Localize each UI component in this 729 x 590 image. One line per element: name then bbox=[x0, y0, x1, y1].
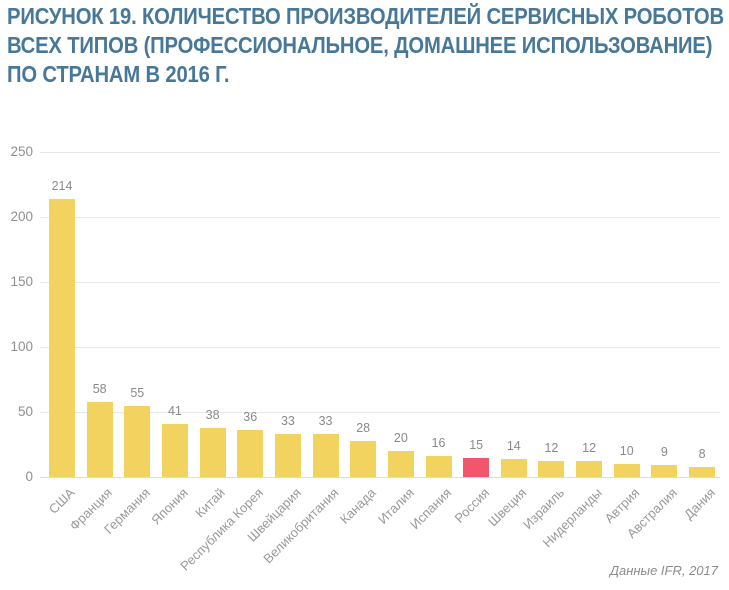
source-note: Данные IFR, 2017 bbox=[609, 563, 718, 578]
bar-value-label: 28 bbox=[356, 420, 371, 435]
bar-Швеция bbox=[500, 458, 527, 477]
y-axis-tick-label: 50 bbox=[17, 404, 33, 419]
y-axis-tick-label: 250 bbox=[10, 144, 33, 159]
figure-title: РИСУНОК 19. КОЛИЧЕСТВО ПРОИЗВОДИТЕЛЕЙ СЕ… bbox=[7, 3, 724, 87]
gridline bbox=[40, 412, 720, 413]
bar-value-label: 33 bbox=[280, 414, 295, 429]
bar-value-label: 16 bbox=[431, 436, 446, 451]
bar-Канада bbox=[350, 440, 377, 477]
bar-value-label: 36 bbox=[243, 410, 258, 425]
bar-value-label: 15 bbox=[469, 437, 484, 452]
bar-Израиль bbox=[538, 461, 565, 477]
bar-value-label: 41 bbox=[167, 403, 182, 418]
x-axis-category-label: Япония bbox=[148, 485, 191, 528]
y-axis-tick-label: 100 bbox=[10, 339, 33, 354]
bar-value-label: 38 bbox=[205, 407, 220, 422]
gridline bbox=[40, 347, 720, 348]
bar-Дания bbox=[689, 466, 716, 477]
gridline bbox=[40, 217, 720, 218]
bar-value-label: 33 bbox=[318, 414, 333, 429]
bar-Испания bbox=[425, 456, 452, 477]
bar-Китай bbox=[199, 427, 226, 477]
bar-value-label: 55 bbox=[130, 385, 145, 400]
y-axis-tick-label: 150 bbox=[10, 274, 33, 289]
bar-value-label: 10 bbox=[619, 444, 634, 458]
bar-value-label: 9 bbox=[660, 445, 668, 460]
gridline bbox=[40, 152, 720, 153]
bar-Великобритания bbox=[312, 434, 339, 477]
gridline bbox=[40, 477, 720, 478]
bar-Германия bbox=[124, 405, 151, 477]
gridline bbox=[40, 282, 720, 283]
y-axis-tick-label: 200 bbox=[10, 209, 33, 224]
bar-Италия bbox=[387, 451, 414, 477]
x-axis-category-label: Дания bbox=[680, 485, 718, 523]
y-axis-tick-label: 0 bbox=[25, 469, 33, 484]
bar-США bbox=[49, 198, 75, 477]
x-axis-category-label: Канада bbox=[337, 485, 379, 527]
bar-Швейцария bbox=[274, 434, 301, 477]
bar-value-label: 58 bbox=[92, 381, 107, 396]
bar-Франция bbox=[86, 401, 113, 477]
bar-Нидерланды bbox=[576, 461, 603, 477]
bar-value-label: 12 bbox=[582, 441, 597, 456]
bar-Япония bbox=[161, 423, 188, 477]
bar-value-label: 12 bbox=[544, 441, 559, 456]
x-axis-category-label: Китай bbox=[192, 485, 229, 521]
bar-Республика Корея bbox=[237, 430, 264, 477]
bar-value-label: 214 bbox=[51, 178, 73, 193]
bar-Россия bbox=[463, 457, 490, 477]
bar-Автрия bbox=[613, 464, 640, 477]
x-axis-category-label: США bbox=[45, 485, 78, 517]
bar-value-label: 8 bbox=[698, 446, 706, 461]
bar-value-label: 20 bbox=[393, 431, 408, 445]
bar-Австралия bbox=[651, 465, 678, 477]
bar-value-label: 14 bbox=[506, 438, 521, 453]
